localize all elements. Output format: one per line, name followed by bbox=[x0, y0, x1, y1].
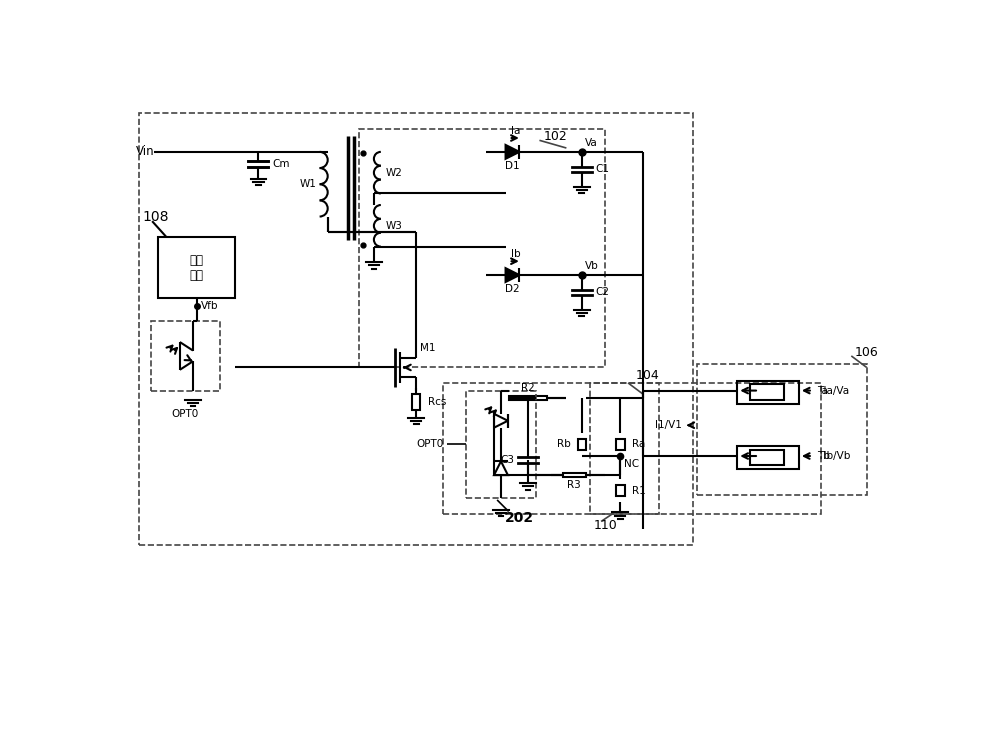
Bar bbox=[590, 383, 820, 514]
Bar bbox=[358, 129, 605, 367]
Text: M1: M1 bbox=[420, 343, 436, 353]
Text: OPT0: OPT0 bbox=[172, 409, 199, 419]
Text: Ta: Ta bbox=[817, 386, 828, 396]
Text: C2: C2 bbox=[596, 287, 610, 298]
Text: Vb: Vb bbox=[585, 261, 599, 270]
Text: 102: 102 bbox=[543, 130, 567, 143]
Text: 106: 106 bbox=[855, 345, 879, 358]
Text: R1: R1 bbox=[632, 486, 646, 496]
Text: Ia/Va: Ia/Va bbox=[817, 386, 849, 396]
Bar bbox=[443, 383, 659, 514]
Text: Vin: Vin bbox=[136, 145, 154, 158]
Text: OPT0: OPT0 bbox=[416, 440, 443, 449]
Bar bbox=[737, 446, 799, 469]
Text: Rcs: Rcs bbox=[428, 397, 446, 407]
Bar bbox=[697, 364, 867, 495]
Text: Ib/Vb: Ib/Vb bbox=[817, 451, 850, 461]
Text: 108: 108 bbox=[143, 210, 169, 224]
Text: Vfb: Vfb bbox=[201, 301, 219, 311]
Polygon shape bbox=[506, 268, 519, 282]
Bar bbox=[466, 391, 536, 498]
Text: R3: R3 bbox=[567, 480, 581, 490]
Text: 104: 104 bbox=[636, 369, 659, 382]
Bar bbox=[737, 380, 799, 404]
Bar bbox=[139, 114, 693, 545]
Bar bbox=[616, 485, 625, 496]
Text: 202: 202 bbox=[505, 511, 534, 525]
Text: Va: Va bbox=[585, 138, 598, 147]
Text: R2: R2 bbox=[521, 383, 535, 394]
Bar bbox=[578, 438, 586, 450]
Bar bbox=[563, 474, 586, 477]
Polygon shape bbox=[506, 145, 519, 159]
Text: NC: NC bbox=[624, 459, 639, 468]
Text: Tb: Tb bbox=[817, 451, 830, 461]
Text: 110: 110 bbox=[593, 519, 617, 532]
Text: W2: W2 bbox=[385, 168, 402, 177]
Bar bbox=[158, 237, 235, 298]
Text: W1: W1 bbox=[299, 179, 316, 189]
Bar bbox=[750, 450, 784, 465]
Text: Ra: Ra bbox=[632, 440, 645, 449]
Bar bbox=[509, 396, 547, 400]
Text: 电路: 电路 bbox=[190, 269, 204, 282]
Bar bbox=[750, 384, 784, 399]
Text: C3: C3 bbox=[500, 455, 514, 465]
Text: D2: D2 bbox=[505, 284, 520, 294]
Text: Cm: Cm bbox=[272, 159, 290, 169]
Text: Ib: Ib bbox=[511, 249, 520, 259]
Bar bbox=[616, 438, 625, 450]
Text: I1/V1: I1/V1 bbox=[655, 420, 682, 430]
Bar bbox=[151, 321, 220, 391]
Bar bbox=[412, 394, 420, 410]
Text: C1: C1 bbox=[596, 164, 610, 174]
Text: D1: D1 bbox=[505, 161, 520, 171]
Text: 控制: 控制 bbox=[190, 254, 204, 267]
Text: Rb: Rb bbox=[556, 440, 570, 449]
Text: Ia: Ia bbox=[511, 126, 520, 136]
Text: W3: W3 bbox=[385, 221, 402, 231]
